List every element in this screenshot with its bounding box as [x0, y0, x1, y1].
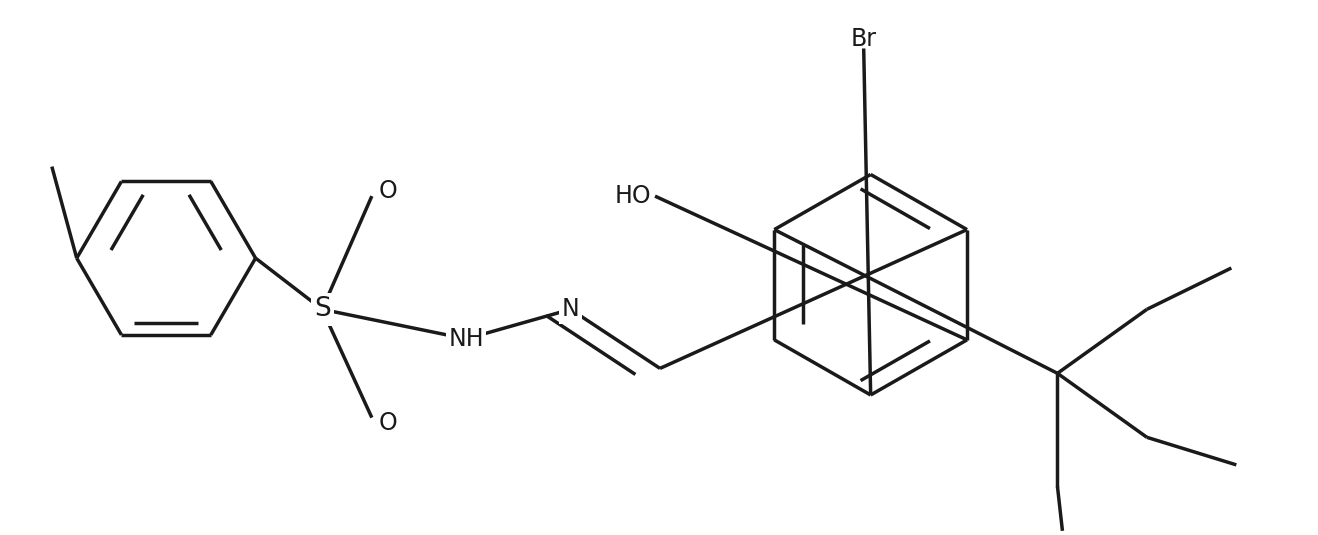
Text: N: N	[561, 297, 580, 322]
Text: NH: NH	[448, 327, 484, 351]
Text: O: O	[378, 411, 397, 435]
Text: HO: HO	[614, 184, 651, 208]
Text: Br: Br	[850, 27, 876, 51]
Text: O: O	[378, 179, 397, 203]
Text: S: S	[314, 296, 331, 323]
